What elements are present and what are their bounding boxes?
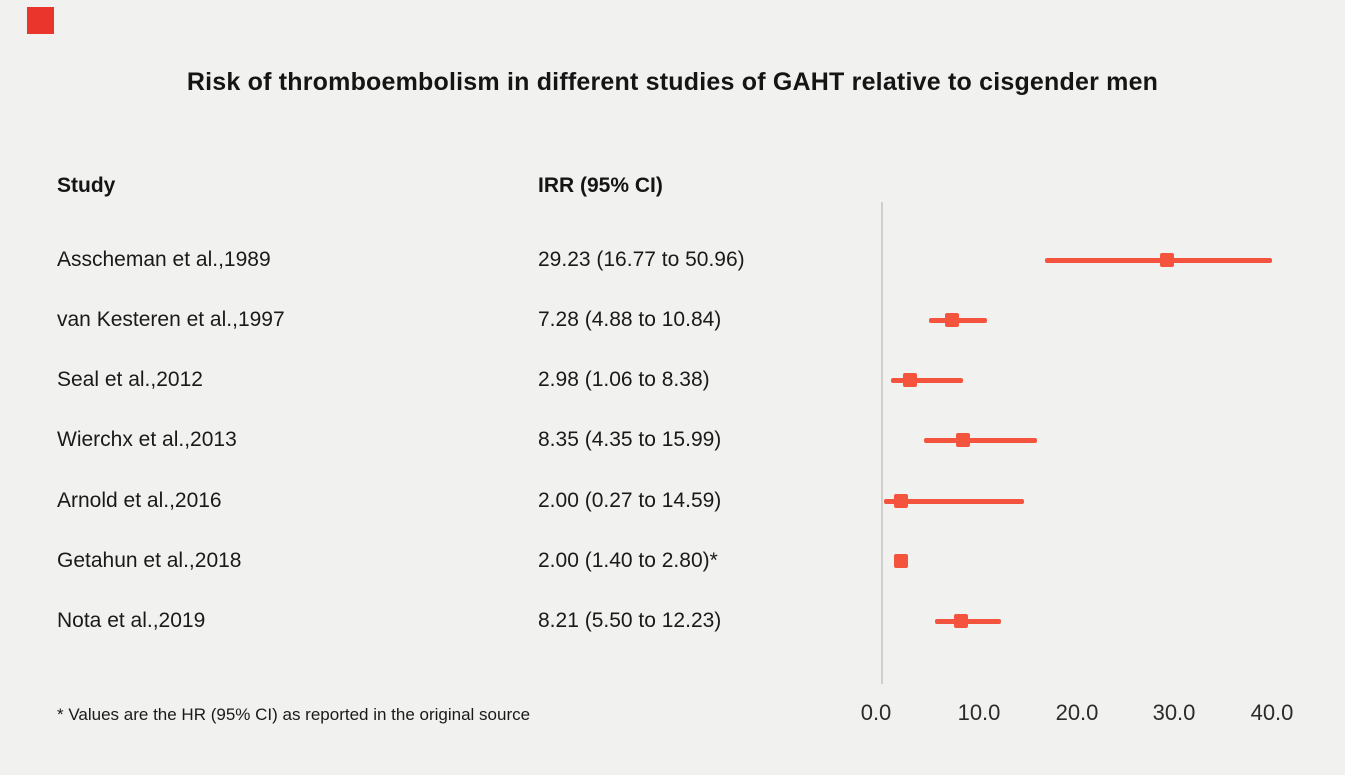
footnote: * Values are the HR (95% CI) as reported…: [57, 705, 531, 724]
ci-line: [883, 498, 1024, 504]
point-marker: [1159, 253, 1174, 267]
column-header-study: Study: [57, 174, 116, 197]
irr-value: 29.23 (16.77 to 50.96): [538, 248, 745, 271]
chart-title: Risk of thromboembolism in different stu…: [186, 68, 1159, 96]
table-row: Getahun et al.,2018 2.00 (1.40 to 2.80)*: [0, 546, 880, 576]
irr-value: 2.00 (1.40 to 2.80)*: [538, 549, 718, 572]
point-marker: [893, 494, 908, 508]
y-axis-line: [881, 202, 883, 684]
study-label: Arnold et al.,2016: [57, 489, 222, 512]
point-marker: [955, 433, 970, 447]
study-label: van Kesteren et al.,1997: [57, 308, 285, 331]
point-marker: [945, 313, 960, 327]
x-tick-label: 10.0: [957, 700, 1001, 725]
study-label: Nota et al.,2019: [57, 609, 206, 632]
study-label: Seal et al.,2012: [57, 368, 203, 391]
irr-value: 7.28 (4.88 to 10.84): [538, 308, 722, 331]
table-row: Seal et al.,2012 2.98 (1.06 to 8.38): [0, 365, 880, 395]
column-header-irr: IRR (95% CI): [538, 174, 663, 197]
table-row: van Kesteren et al.,1997 7.28 (4.88 to 1…: [0, 305, 880, 335]
table-row: Wierchx et al.,2013 8.35 (4.35 to 15.99): [0, 425, 880, 455]
study-label: Wierchx et al.,2013: [57, 428, 237, 451]
irr-value: 2.00 (0.27 to 14.59): [538, 489, 722, 512]
ci-line: [923, 437, 1038, 443]
point-marker: [903, 373, 918, 387]
irr-value: 8.35 (4.35 to 15.99): [538, 428, 722, 451]
point-marker: [893, 554, 908, 568]
brand-logo-square: [27, 7, 54, 34]
ci-line: [891, 377, 963, 383]
table-row: Asscheman et al.,1989 29.23 (16.77 to 50…: [0, 245, 880, 275]
x-tick-label: 40.0: [1250, 700, 1294, 725]
x-tick-label: 0.0: [860, 700, 892, 725]
ci-line: [1044, 257, 1272, 263]
x-tick-label: 20.0: [1055, 700, 1099, 725]
point-marker: [954, 614, 969, 628]
study-label: Getahun et al.,2018: [57, 549, 242, 572]
irr-value: 8.21 (5.50 to 12.23): [538, 609, 722, 632]
table-row: Arnold et al.,2016 2.00 (0.27 to 14.59): [0, 486, 880, 516]
x-tick-label: 30.0: [1152, 700, 1196, 725]
irr-value: 2.98 (1.06 to 8.38): [538, 368, 710, 391]
study-label: Asscheman et al.,1989: [57, 248, 271, 271]
table-row: Nota et al.,2019 8.21 (5.50 to 12.23): [0, 606, 880, 636]
